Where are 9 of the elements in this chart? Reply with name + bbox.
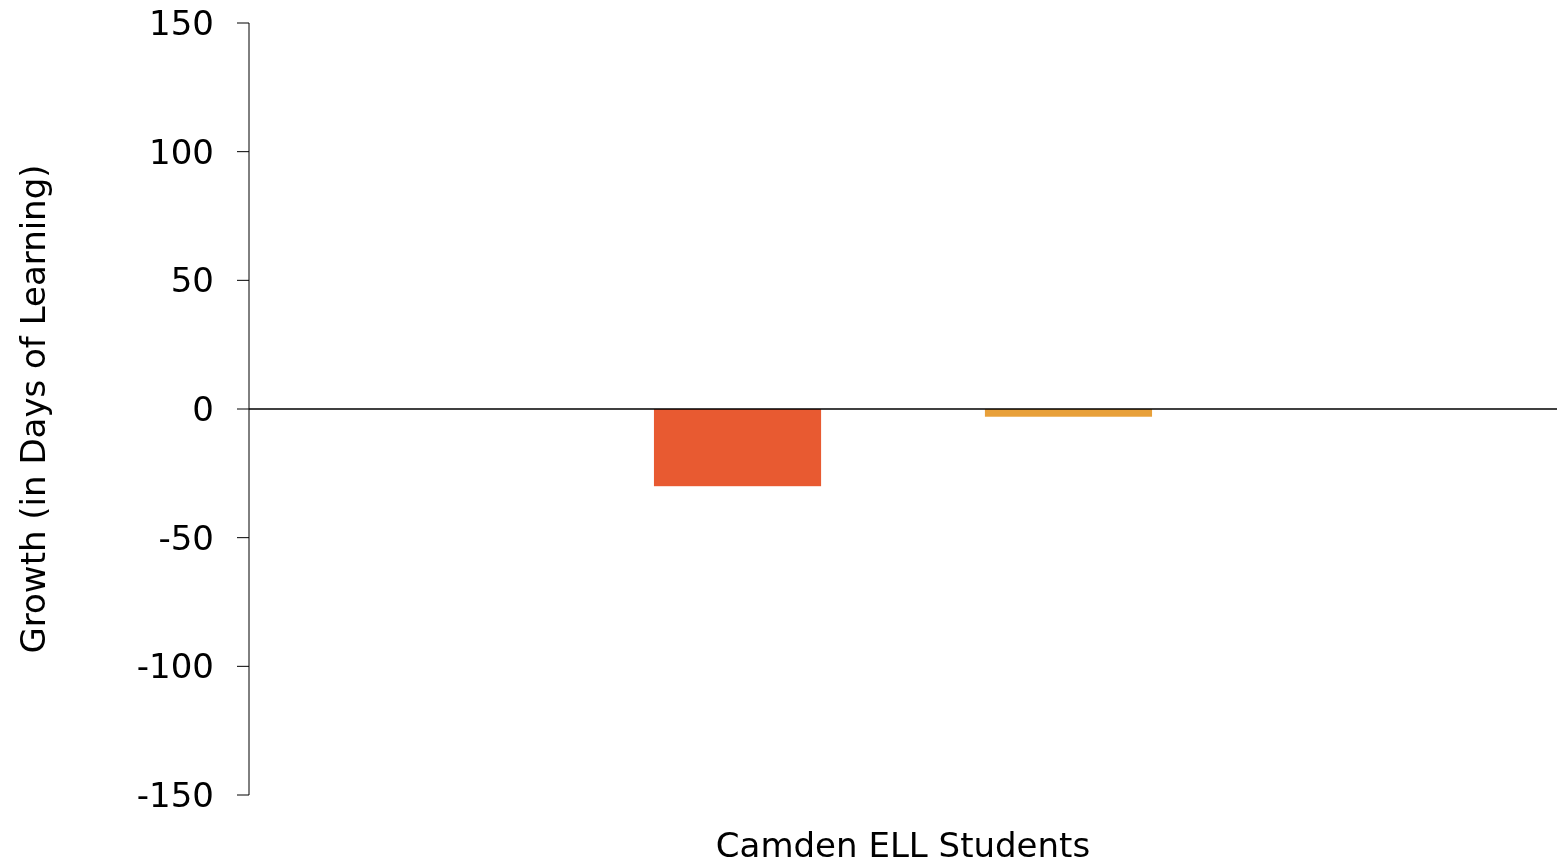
y-axis-title: Growth (in Days of Learning)	[13, 164, 53, 654]
x-tick-label: Camden ELL Students	[715, 825, 1091, 863]
y-tick-label: 0	[192, 388, 214, 429]
y-tick-label: 50	[170, 260, 214, 301]
y-tick-label: 150	[149, 2, 214, 43]
y-tick-label: -100	[136, 646, 214, 687]
y-tick-label: 100	[149, 131, 214, 172]
y-tick-label: -50	[158, 517, 214, 558]
y-tick-label: -150	[136, 774, 214, 815]
